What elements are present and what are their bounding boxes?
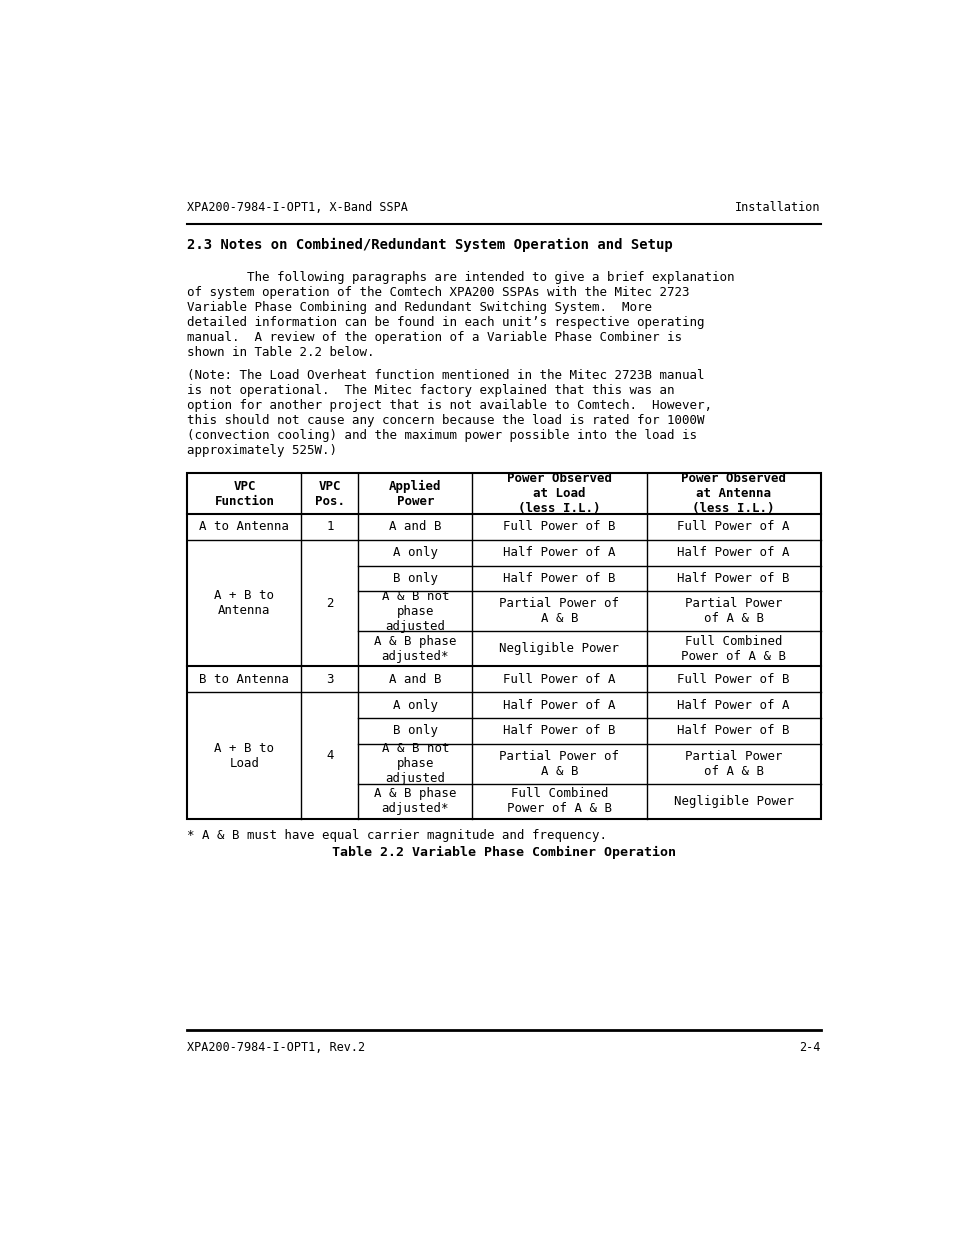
Text: Half Power of B: Half Power of B xyxy=(502,725,615,737)
Text: A to Antenna: A to Antenna xyxy=(199,520,289,534)
Text: Table 2.2 Variable Phase Combiner Operation: Table 2.2 Variable Phase Combiner Operat… xyxy=(332,846,676,858)
Text: VPC
Pos.: VPC Pos. xyxy=(314,479,345,508)
Text: Full Combined
Power of A & B: Full Combined Power of A & B xyxy=(680,635,785,663)
Text: 4: 4 xyxy=(326,750,334,762)
Text: XPA200-7984-I-OPT1, Rev.2: XPA200-7984-I-OPT1, Rev.2 xyxy=(187,1041,365,1053)
Text: Partial Power of
A & B: Partial Power of A & B xyxy=(499,598,618,625)
Text: B only: B only xyxy=(393,725,437,737)
Text: A only: A only xyxy=(393,546,437,559)
Text: A only: A only xyxy=(393,699,437,711)
Text: The following paragraphs are intended to give a brief explanation: The following paragraphs are intended to… xyxy=(187,272,734,284)
Text: Full Combined
Power of A & B: Full Combined Power of A & B xyxy=(506,788,611,815)
Text: A and B: A and B xyxy=(389,520,441,534)
Text: Power Observed
at Load
(less I.L.): Power Observed at Load (less I.L.) xyxy=(506,472,611,515)
Text: 2: 2 xyxy=(326,597,334,610)
Text: this should not cause any concern because the load is rated for 1000W: this should not cause any concern becaus… xyxy=(187,414,704,427)
Text: Full Power of B: Full Power of B xyxy=(677,673,789,685)
Text: Negligible Power: Negligible Power xyxy=(499,642,618,656)
Text: Partial Power of
A & B: Partial Power of A & B xyxy=(499,750,618,778)
Text: * A & B must have equal carrier magnitude and frequency.: * A & B must have equal carrier magnitud… xyxy=(187,829,607,842)
Text: shown in Table 2.2 below.: shown in Table 2.2 below. xyxy=(187,347,375,359)
Text: A & B phase
adjusted*: A & B phase adjusted* xyxy=(374,788,456,815)
Text: Installation: Installation xyxy=(735,200,820,214)
Text: of system operation of the Comtech XPA200 SSPAs with the Mitec 2723: of system operation of the Comtech XPA20… xyxy=(187,287,689,299)
Text: XPA200-7984-I-OPT1, X-Band SSPA: XPA200-7984-I-OPT1, X-Band SSPA xyxy=(187,200,408,214)
Text: Half Power of B: Half Power of B xyxy=(502,572,615,585)
Text: Full Power of B: Full Power of B xyxy=(502,520,615,534)
Text: Negligible Power: Negligible Power xyxy=(673,795,793,808)
Text: A & B not
phase
adjusted: A & B not phase adjusted xyxy=(381,590,449,632)
Text: Partial Power
of A & B: Partial Power of A & B xyxy=(684,598,781,625)
Text: A and B: A and B xyxy=(389,673,441,685)
Text: VPC
Function: VPC Function xyxy=(214,479,274,508)
Text: 2.3 Notes on Combined/Redundant System Operation and Setup: 2.3 Notes on Combined/Redundant System O… xyxy=(187,238,673,252)
Text: Variable Phase Combining and Redundant Switching System.  More: Variable Phase Combining and Redundant S… xyxy=(187,301,652,315)
Text: B to Antenna: B to Antenna xyxy=(199,673,289,685)
Text: Full Power of A: Full Power of A xyxy=(677,520,789,534)
Text: 3: 3 xyxy=(326,673,334,685)
Text: detailed information can be found in each unit’s respective operating: detailed information can be found in eac… xyxy=(187,316,704,330)
Text: Half Power of B: Half Power of B xyxy=(677,572,789,585)
Text: 2-4: 2-4 xyxy=(799,1041,820,1053)
Text: Power Observed
at Antenna
(less I.L.): Power Observed at Antenna (less I.L.) xyxy=(680,472,785,515)
Text: Half Power of A: Half Power of A xyxy=(502,699,615,711)
Text: Half Power of A: Half Power of A xyxy=(677,546,789,559)
Text: A & B phase
adjusted*: A & B phase adjusted* xyxy=(374,635,456,663)
Text: Half Power of A: Half Power of A xyxy=(677,699,789,711)
Bar xyxy=(187,473,820,819)
Text: Partial Power
of A & B: Partial Power of A & B xyxy=(684,750,781,778)
Text: Applied
Power: Applied Power xyxy=(389,479,441,508)
Text: Half Power of B: Half Power of B xyxy=(677,725,789,737)
Text: B only: B only xyxy=(393,572,437,585)
Text: Half Power of A: Half Power of A xyxy=(502,546,615,559)
Text: 1: 1 xyxy=(326,520,334,534)
Text: (Note: The Load Overheat function mentioned in the Mitec 2723B manual: (Note: The Load Overheat function mentio… xyxy=(187,369,704,382)
Text: (convection cooling) and the maximum power possible into the load is: (convection cooling) and the maximum pow… xyxy=(187,430,697,442)
Text: Full Power of A: Full Power of A xyxy=(502,673,615,685)
Text: option for another project that is not available to Comtech.  However,: option for another project that is not a… xyxy=(187,399,712,412)
Text: A + B to
Load: A + B to Load xyxy=(214,741,274,769)
Text: A & B not
phase
adjusted: A & B not phase adjusted xyxy=(381,742,449,785)
Text: A + B to
Antenna: A + B to Antenna xyxy=(214,589,274,618)
Text: approximately 525W.): approximately 525W.) xyxy=(187,445,337,457)
Text: is not operational.  The Mitec factory explained that this was an: is not operational. The Mitec factory ex… xyxy=(187,384,674,398)
Text: manual.  A review of the operation of a Variable Phase Combiner is: manual. A review of the operation of a V… xyxy=(187,331,681,345)
